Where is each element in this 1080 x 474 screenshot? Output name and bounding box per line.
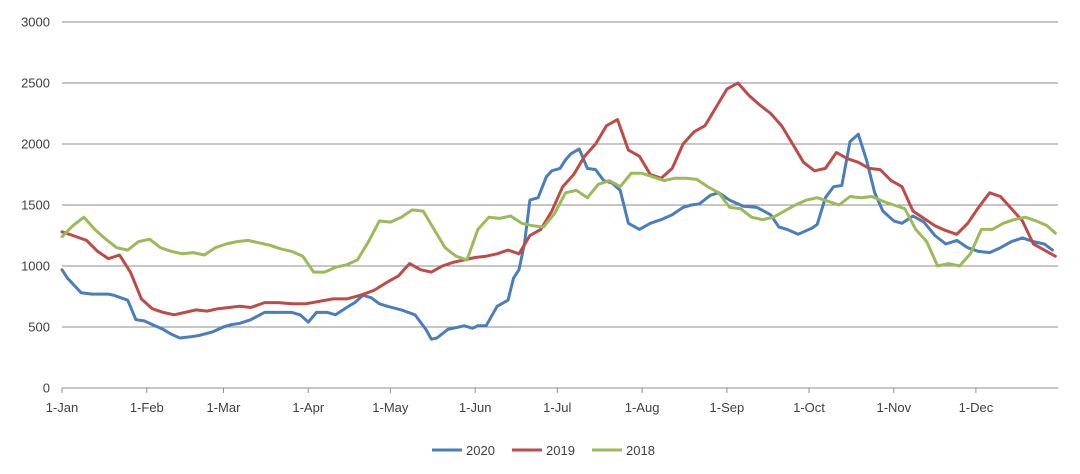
y-tick-label: 1000 [21,259,50,274]
x-tick-label: 1-Mar [206,400,241,415]
y-tick-label: 2000 [21,137,50,152]
series-line-2018 [60,171,1057,274]
y-tick-label: 1500 [21,198,50,213]
x-tick-label: 1-Jun [459,400,492,415]
y-axis-tick-labels: 0 500 1000 1500 2000 2500 3000 [21,15,50,396]
x-axis: 1-Jan 1-Feb 1-Mar 1-Apr 1-May 1-Jun 1-Jul 1-Aug… [46,387,1058,415]
x-tick-label: 1-Oct [793,400,825,415]
x-tick-label: 1-Dec [959,400,994,415]
series-line-2020 [60,132,1054,341]
y-tick-label: 3000 [21,15,50,30]
x-tick-label: 1-Aug [625,400,660,415]
legend-label-2020: 2020 [466,443,495,458]
x-tick-label: 1-Jan [46,400,79,415]
series-lines [60,81,1057,341]
x-tick-label: 1-Feb [130,400,164,415]
gridlines [62,21,1058,328]
legend-label-2019: 2019 [546,443,575,458]
y-tick-label: 500 [28,320,50,335]
legend: 2020 2019 2018 [432,443,655,458]
x-tick-label: 1-Apr [292,400,324,415]
y-tick-label: 0 [43,381,50,396]
legend-label-2018: 2018 [626,443,655,458]
x-tick-label: 1-Nov [876,400,911,415]
y-tick-label: 2500 [21,76,50,91]
x-tick-label: 1-Sep [710,400,745,415]
series-line-2019 [60,81,1057,317]
x-tick-label: 1-Jul [543,400,571,415]
x-tick-label: 1-May [372,400,409,415]
